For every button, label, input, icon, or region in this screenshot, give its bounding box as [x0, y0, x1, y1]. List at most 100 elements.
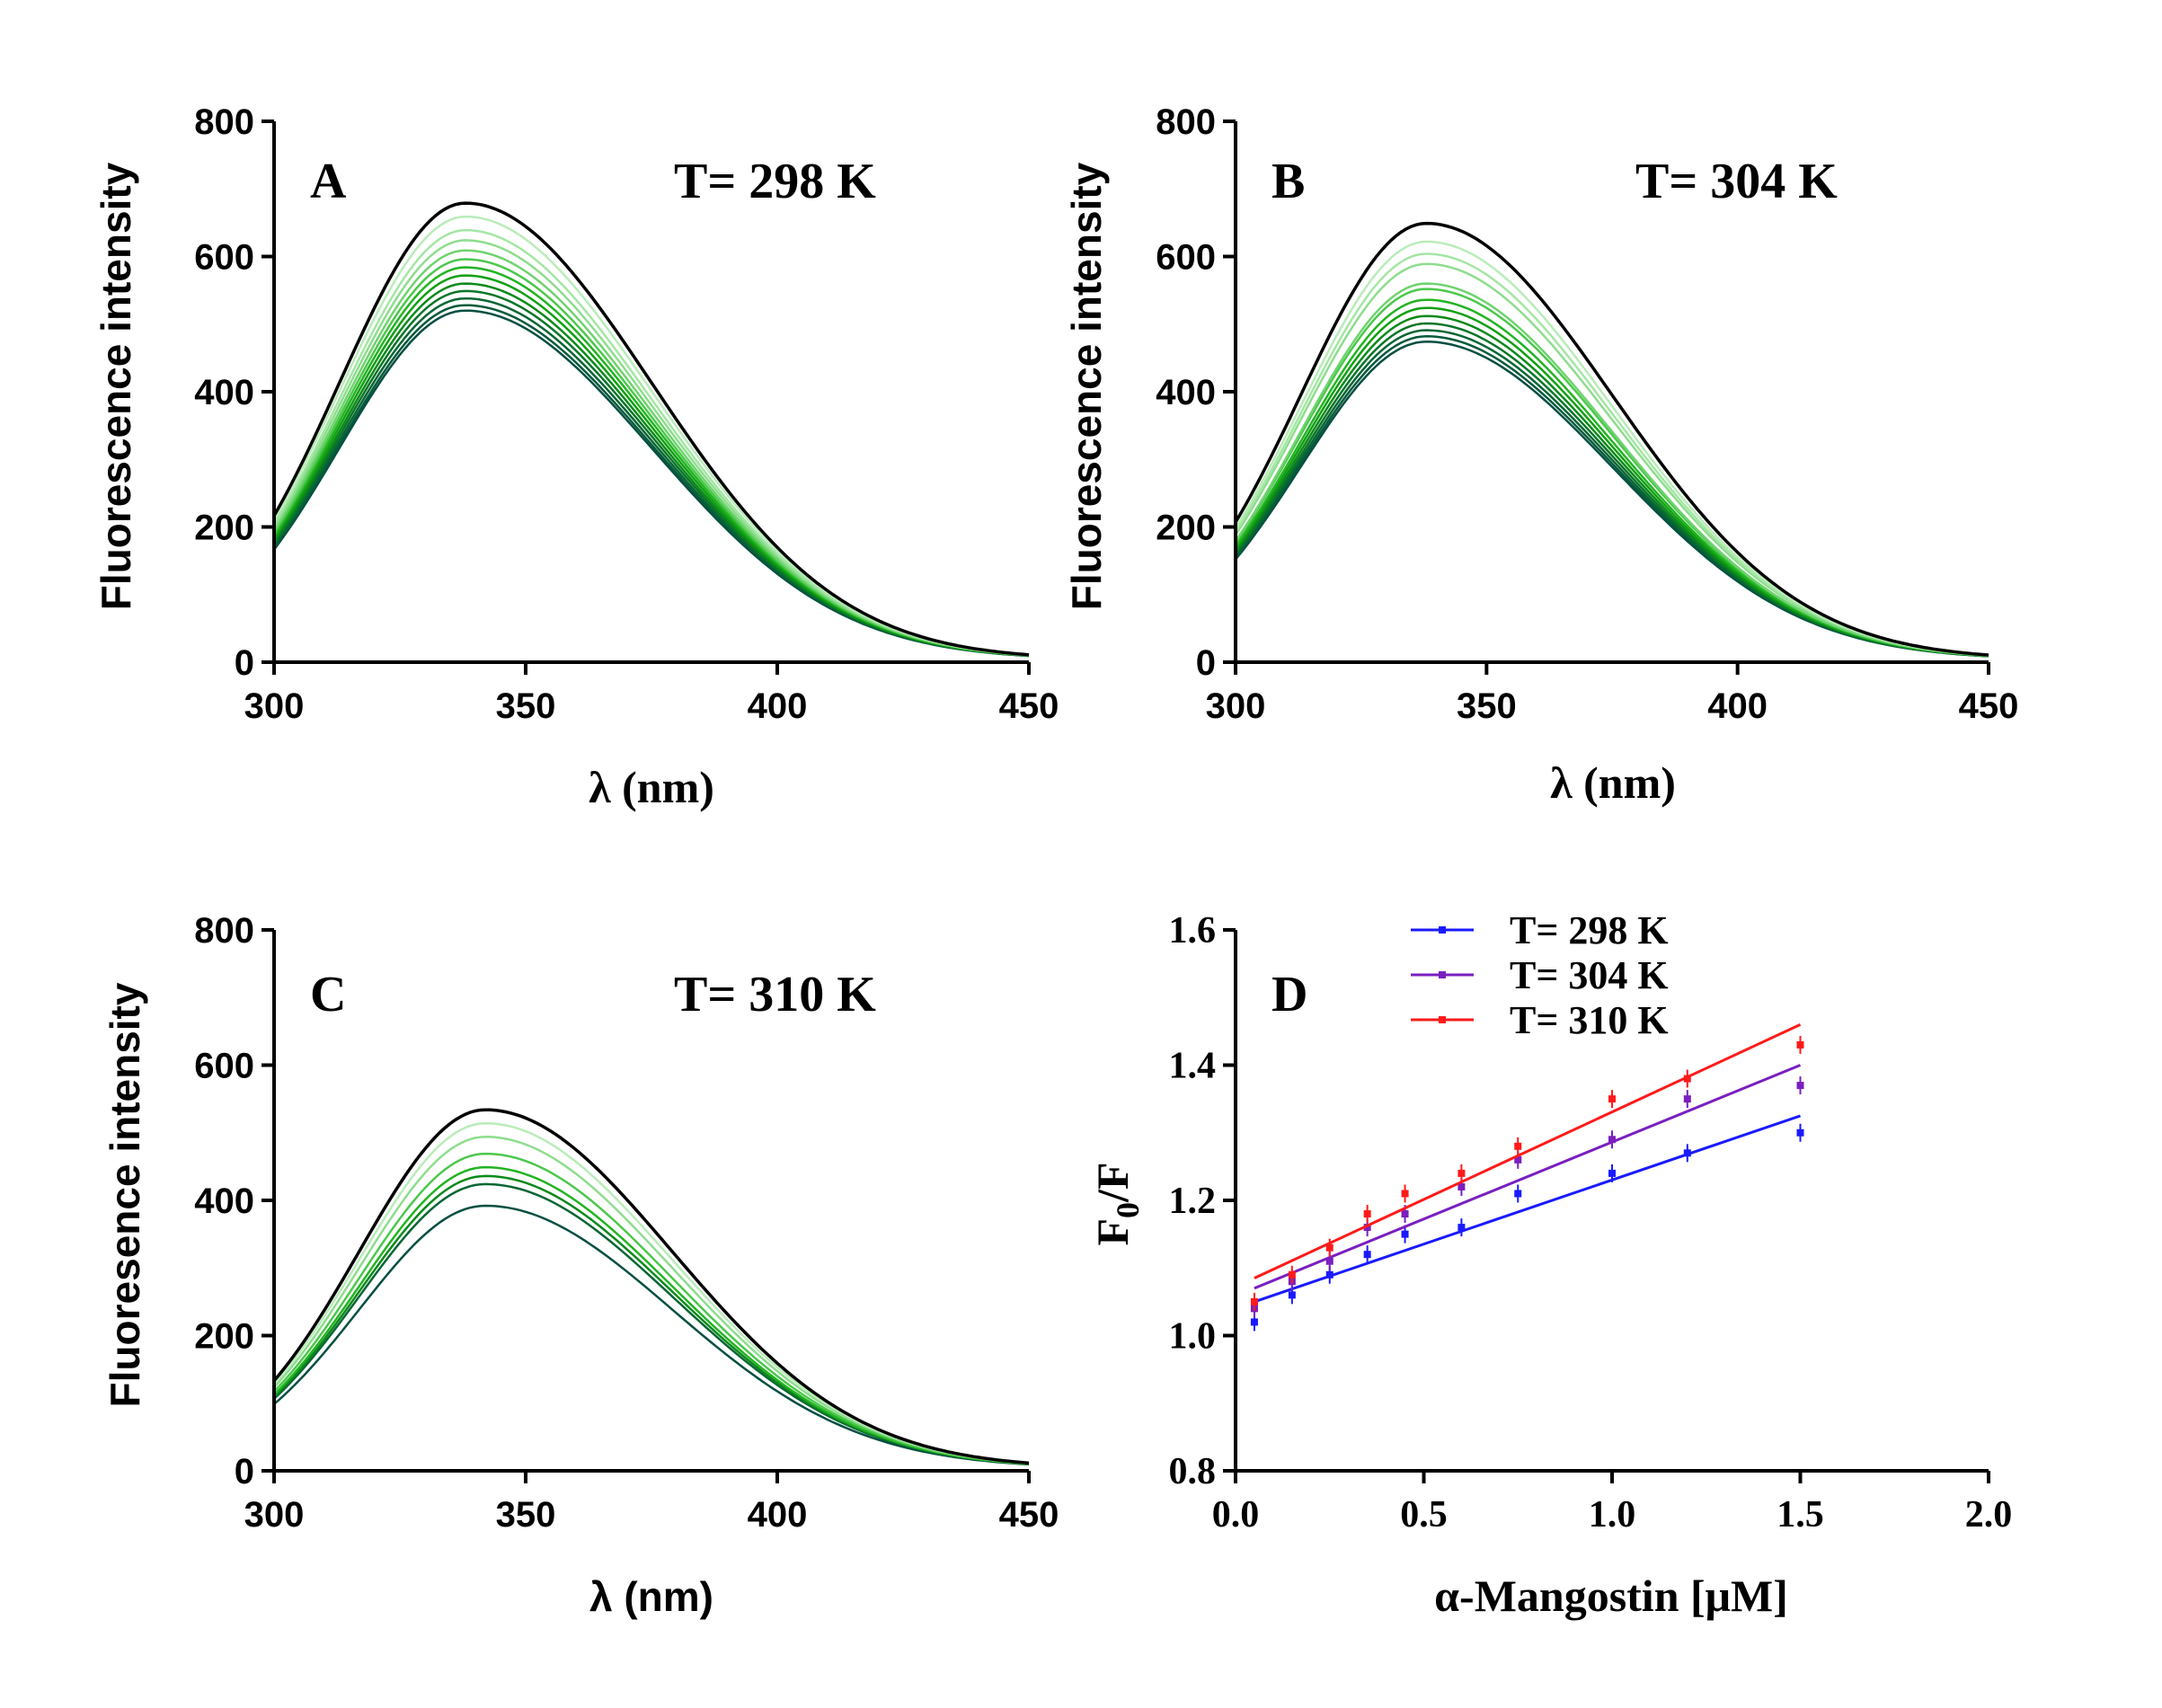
panel-a-x-tick-label: 400 — [748, 686, 808, 726]
panel-c-x-tick-label: 300 — [244, 1495, 305, 1535]
panel-d-y-axis-title-main: F — [1087, 1218, 1138, 1246]
panel-c-spectrum-3 — [273, 1152, 1030, 1465]
panel-d-series-1-fit-line — [1254, 1064, 1802, 1290]
panel-d-series-2-legend-label: T= 310 K — [1510, 998, 1669, 1042]
panel-c: 300 350 400 450 0 200 400 600 800 C T= 310 K λ (… — [102, 911, 1059, 1620]
panel-d: 0.0 0.5 1.0 1.5 2.0 0.8 1.0 1.2 1.4 1.6 D T= 298 … — [1087, 908, 2012, 1621]
panel-d-legend: T= 298 KT= 304 KT= 310 K — [1411, 908, 1669, 1042]
panel-d-series-2-fit-line — [1254, 1022, 1802, 1279]
panel-c-x-tick-label: 350 — [496, 1495, 556, 1535]
panel-d-series-0-point — [1288, 1291, 1296, 1299]
panel-c-y-tick-label: 400 — [194, 1181, 254, 1221]
panel-d-series-1-point — [1363, 1224, 1371, 1232]
panel-a-temperature: T= 298 K — [674, 154, 876, 209]
panel-b-y-tick-label: 600 — [1156, 238, 1216, 278]
panel-c-temperature: T= 310 K — [674, 967, 876, 1022]
panel-d-series-0-point — [1608, 1169, 1616, 1177]
panel-d-series-0-point — [1401, 1230, 1409, 1238]
panel-b-x-axis-title: λ (nm) — [1550, 757, 1676, 808]
panel-b-x-tick-label: 300 — [1206, 686, 1266, 726]
panel-d-series-1-point — [1608, 1136, 1616, 1144]
panel-d-series-0-legend-marker — [1439, 926, 1446, 934]
panel-d-y-tick-label: 1.4 — [1169, 1046, 1217, 1087]
panel-d-series-2-point — [1401, 1190, 1409, 1198]
panel-c-y-axis-title: Fluoresence intensity — [102, 982, 148, 1407]
panel-d-y-axis-title-tail: /F — [1087, 1163, 1138, 1203]
panel-d-series-2-point — [1796, 1040, 1804, 1049]
panel-d-series-0-point — [1683, 1149, 1691, 1157]
panel-b-temperature: T= 304 K — [1635, 154, 1838, 209]
panel-d-series-1-point — [1325, 1257, 1334, 1265]
panel-a-label: A — [310, 154, 347, 209]
panel-b: 300 350 400 450 0 200 400 600 800 B T= 304 K λ (… — [1063, 102, 2018, 808]
panel-d-series-2-legend-marker — [1439, 1016, 1446, 1023]
panel-d-series-0-point — [1514, 1190, 1522, 1198]
panel-b-label: B — [1272, 154, 1305, 209]
panel-b-y-tick-label: 800 — [1156, 102, 1216, 142]
panel-d-x-tick-label: 2.0 — [1965, 1494, 2013, 1535]
panel-a-y-tick-label: 0 — [235, 643, 254, 683]
panel-d-series-2-point — [1514, 1142, 1522, 1150]
panel-d-series-0-fit-line — [1254, 1114, 1801, 1304]
panel-c-label: C — [310, 967, 346, 1022]
panel-a-y-tick-label: 200 — [194, 509, 254, 548]
panel-b-curves — [1234, 221, 1989, 658]
panel-a-x-axis-title: λ (nm) — [589, 762, 714, 812]
panel-d-series-0-point — [1250, 1318, 1258, 1326]
panel-d-series-1-legend-label: T= 304 K — [1510, 953, 1669, 997]
panel-d-x-tick-label: 1.5 — [1777, 1494, 1824, 1535]
panel-c-x-tick-label: 400 — [748, 1495, 808, 1535]
panel-d-y-tick-label: 1.2 — [1169, 1181, 1217, 1222]
panel-a-x-tick-label: 450 — [999, 686, 1059, 726]
panel-d-series-1-point — [1514, 1155, 1522, 1164]
panel-d-series-2-point — [1325, 1243, 1334, 1252]
panel-b-y-tick-label: 0 — [1196, 643, 1216, 683]
panel-a-x-tick-label: 300 — [244, 686, 305, 726]
panel-d-series-2-point — [1363, 1210, 1371, 1218]
panel-a-y-tick-label: 800 — [194, 102, 254, 142]
panel-b-y-axis-title: Fluorescence intensity — [1063, 162, 1110, 610]
panel-d-series-0-legend-label: T= 298 K — [1510, 908, 1669, 952]
panel-b-y-tick-label: 200 — [1156, 509, 1216, 548]
panel-c-x-axis-title: λ (nm) — [589, 1573, 713, 1620]
panel-a-y-tick-label: 400 — [194, 373, 254, 412]
panel-d-x-tick-label: 1.0 — [1589, 1494, 1636, 1535]
panel-b-x-tick-label: 400 — [1707, 686, 1768, 726]
panel-d-x-axis-title: α-Mangostin [μM] — [1434, 1571, 1788, 1621]
panel-a-curves — [272, 201, 1030, 658]
panel-c-axes: 300 350 400 450 0 200 400 600 800 — [194, 911, 1059, 1535]
panel-c-spectrum-0 — [272, 1108, 1030, 1465]
panel-d-series-0-point — [1325, 1270, 1334, 1279]
panel-a-axes: 300 350 400 450 0 200 400 600 800 — [194, 102, 1059, 726]
panel-d-y-tick-label: 1.0 — [1169, 1316, 1217, 1358]
panel-d-series-1-point — [1458, 1182, 1466, 1190]
panel-b-x-tick-label: 450 — [1959, 686, 2019, 726]
panel-a-y-tick-label: 600 — [194, 238, 254, 278]
panel-c-y-tick-label: 200 — [194, 1317, 254, 1357]
panel-d-series-0-point — [1458, 1224, 1466, 1232]
panel-d-y-tick-label: 0.8 — [1169, 1451, 1217, 1492]
panel-b-axes: 300 350 400 450 0 200 400 600 800 — [1156, 102, 2018, 726]
panel-a: 300 350 400 450 0 200 400 600 800 A T= 298 K λ (… — [93, 102, 1059, 812]
panel-d-series-1-legend-marker — [1439, 971, 1446, 978]
panel-a-x-tick-label: 350 — [496, 686, 556, 726]
panel-d-y-axis-title-sub: 0 — [1110, 1202, 1146, 1218]
panel-d-series-1-point — [1683, 1095, 1691, 1103]
panel-c-y-tick-label: 600 — [194, 1047, 254, 1086]
panel-b-y-tick-label: 400 — [1156, 373, 1216, 412]
panel-d-series-2-point — [1683, 1075, 1691, 1083]
panel-d-series-2-point — [1288, 1270, 1296, 1279]
panel-c-y-tick-label: 0 — [235, 1452, 254, 1491]
panel-b-x-tick-label: 350 — [1457, 686, 1517, 726]
panel-c-x-tick-label: 450 — [999, 1495, 1059, 1535]
panel-d-axes: 0.0 0.5 1.0 1.5 2.0 0.8 1.0 1.2 1.4 1.6 — [1169, 910, 2013, 1535]
panel-d-data — [1250, 1022, 1804, 1332]
panel-d-series-0-point — [1796, 1128, 1804, 1137]
panel-b-spectrum-0 — [1234, 221, 1989, 657]
panel-d-y-axis-title: F0/F — [1087, 1163, 1146, 1246]
panel-a-spectrum-0 — [272, 201, 1030, 657]
panel-d-y-tick-label: 1.6 — [1169, 910, 1217, 951]
panel-c-spectrum-7 — [273, 1204, 1030, 1466]
panel-d-series-2-point — [1458, 1169, 1466, 1177]
